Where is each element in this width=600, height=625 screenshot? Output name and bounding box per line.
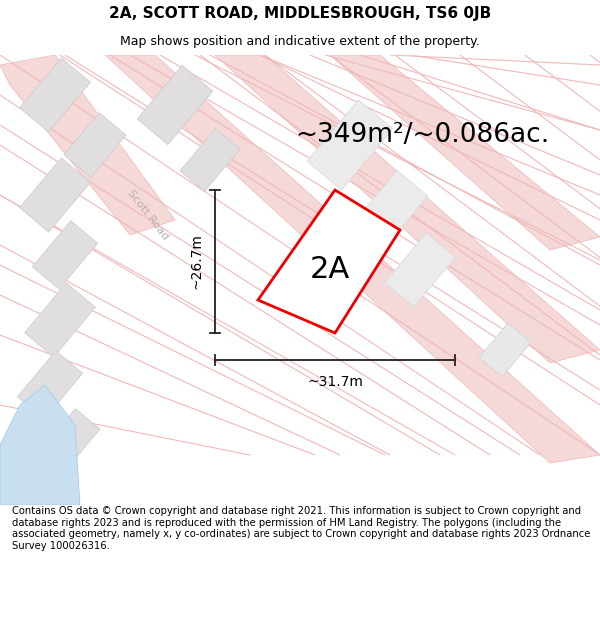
Polygon shape bbox=[25, 283, 95, 357]
Polygon shape bbox=[385, 233, 455, 307]
Text: ~26.7m: ~26.7m bbox=[190, 234, 204, 289]
Polygon shape bbox=[0, 385, 80, 505]
Polygon shape bbox=[32, 221, 98, 289]
Polygon shape bbox=[180, 129, 240, 191]
Text: 2A: 2A bbox=[310, 256, 350, 284]
Polygon shape bbox=[215, 55, 600, 363]
Polygon shape bbox=[307, 100, 393, 190]
Polygon shape bbox=[352, 171, 428, 249]
Polygon shape bbox=[20, 158, 91, 232]
Polygon shape bbox=[330, 55, 600, 250]
Polygon shape bbox=[137, 66, 213, 144]
Polygon shape bbox=[479, 323, 531, 377]
Text: Scott Road: Scott Road bbox=[125, 188, 170, 242]
Polygon shape bbox=[258, 190, 400, 333]
Polygon shape bbox=[0, 55, 175, 235]
Polygon shape bbox=[64, 112, 126, 178]
Polygon shape bbox=[40, 409, 100, 471]
Text: 2A, SCOTT ROAD, MIDDLESBROUGH, TS6 0JB: 2A, SCOTT ROAD, MIDDLESBROUGH, TS6 0JB bbox=[109, 6, 491, 21]
Text: Map shows position and indicative extent of the property.: Map shows position and indicative extent… bbox=[120, 35, 480, 48]
Text: ~31.7m: ~31.7m bbox=[307, 375, 363, 389]
Polygon shape bbox=[105, 55, 600, 463]
Text: Contains OS data © Crown copyright and database right 2021. This information is : Contains OS data © Crown copyright and d… bbox=[12, 506, 590, 551]
Text: ~349m²/~0.086ac.: ~349m²/~0.086ac. bbox=[295, 122, 549, 148]
Polygon shape bbox=[17, 351, 83, 419]
Polygon shape bbox=[20, 58, 91, 132]
